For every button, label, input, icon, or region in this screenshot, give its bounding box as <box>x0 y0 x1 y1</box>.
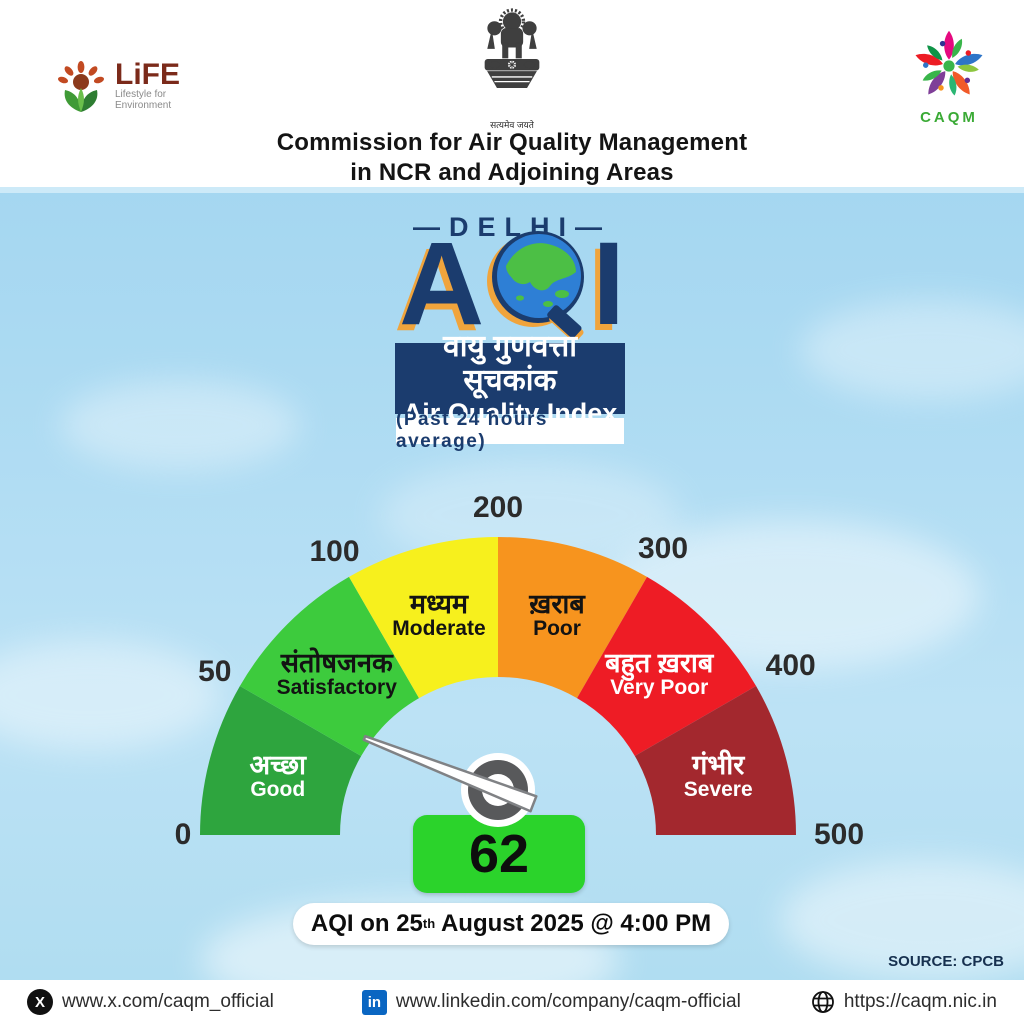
gauge-label-poor: ख़राब Poor <box>529 588 585 640</box>
footer-website-link[interactable]: https://caqm.nic.in <box>811 990 997 1014</box>
footer-x-link[interactable]: X www.x.com/caqm_official <box>27 989 274 1015</box>
source-credit: SOURCE: CPCB <box>888 953 1004 970</box>
cloud <box>380 460 680 570</box>
gauge-label-hindi: गंभीर <box>692 749 745 780</box>
gauge-label-english: Good <box>250 778 306 802</box>
linkedin-url: www.linkedin.com/company/caqm-official <box>395 991 741 1012</box>
gauge-needle <box>362 734 538 813</box>
gauge-label-hindi: मध्यम <box>409 588 469 619</box>
gauge-label-hindi: संतोषजनक <box>280 647 393 678</box>
caqm-logo-word: CAQM <box>920 109 978 126</box>
delhi-dash-right: — <box>575 212 611 242</box>
needle-hub-ring <box>468 760 528 820</box>
aqi-subtitle-strip: (Past 24 hours average) <box>396 409 624 452</box>
aqi-name-box: वायु गुणवत्ता सूचकांक Air Quality Index <box>395 330 625 428</box>
caqm-logo: CAQM <box>903 26 995 126</box>
aqi-value-box: 62 <box>413 815 585 893</box>
gauge-tick-100: 100 <box>309 534 360 568</box>
x-icon: X <box>27 989 53 1015</box>
gauge-tick-0: 0 <box>174 818 192 851</box>
gauge-segment-severe <box>634 686 796 835</box>
emblem-motto: सत्यमेव जयते <box>490 120 534 130</box>
globe-icon <box>811 991 834 1013</box>
aqi-name-hindi: वायु गुणवत्ता सूचकांक <box>443 329 577 397</box>
cloud <box>780 860 1024 980</box>
page-title: Commission for Air Quality Management in… <box>0 128 1024 188</box>
india-state-emblem: सत्यमेव जयते <box>462 4 562 131</box>
gauge-tick-500: 500 <box>813 818 865 851</box>
caqm-logo-icon <box>915 30 983 96</box>
cloud <box>0 640 220 750</box>
gauge-label-moderate: मध्यम Moderate <box>392 588 486 640</box>
aqi-letter-i: I <box>592 218 625 350</box>
caption-suffix: August 2025 @ 4:00 PM <box>435 910 712 937</box>
gauge-label-satisfactory: संतोषजनक Satisfactory <box>276 647 397 699</box>
lion-capital-icon <box>484 8 540 89</box>
title-line-1: Commission for Air Quality Management <box>276 129 748 156</box>
life-logo-subtitle-2: Environment <box>115 100 172 111</box>
gauge-label-good: अच्छा Good <box>249 749 307 802</box>
aqi-globe-icon <box>487 231 585 340</box>
gauge-label-severe: गंभीर Severe <box>683 749 753 802</box>
footer-bar: X www.x.com/caqm_official in www.linkedi… <box>0 980 1024 1024</box>
life-logo-icon <box>57 61 105 112</box>
title-line-2: in NCR and Adjoining Areas <box>350 159 674 186</box>
gauge-segment-good <box>200 686 362 835</box>
aqi-logo: A I <box>0 218 1024 350</box>
gauge-label-english: Satisfactory <box>276 675 397 699</box>
gauge-label-english: Poor <box>533 616 581 640</box>
gauge-label-english: Moderate <box>392 616 486 640</box>
linkedin-icon: in <box>361 989 387 1015</box>
needle-hub-center <box>482 774 514 806</box>
caption-prefix: AQI on 25 <box>310 910 423 937</box>
gauge-label-english: Very Poor <box>610 675 709 699</box>
gauge-label-english: Severe <box>683 778 753 802</box>
x-url: www.x.com/caqm_official <box>62 991 274 1012</box>
header-bar: LiFE Lifestyle for Environment <box>0 0 1024 193</box>
delhi-dash-left: — <box>413 212 449 242</box>
cloud <box>60 380 300 470</box>
aqi-value: 62 <box>468 824 530 884</box>
life-logo-subtitle-1: Lifestyle for <box>115 89 167 100</box>
website-url: https://caqm.nic.in <box>843 991 997 1012</box>
footer-linkedin-link[interactable]: in www.linkedin.com/company/caqm-officia… <box>361 989 741 1015</box>
life-logo: LiFE Lifestyle for Environment <box>55 58 180 114</box>
gauge-segment-satisfactory <box>239 576 419 756</box>
life-logo-word: LiFE <box>115 58 180 91</box>
cloud <box>800 300 1024 400</box>
gauge-label-hindi: ख़राब <box>529 588 585 619</box>
gauge-label-hindi: अच्छा <box>249 749 307 780</box>
aqi-letter-a: A <box>398 218 485 350</box>
